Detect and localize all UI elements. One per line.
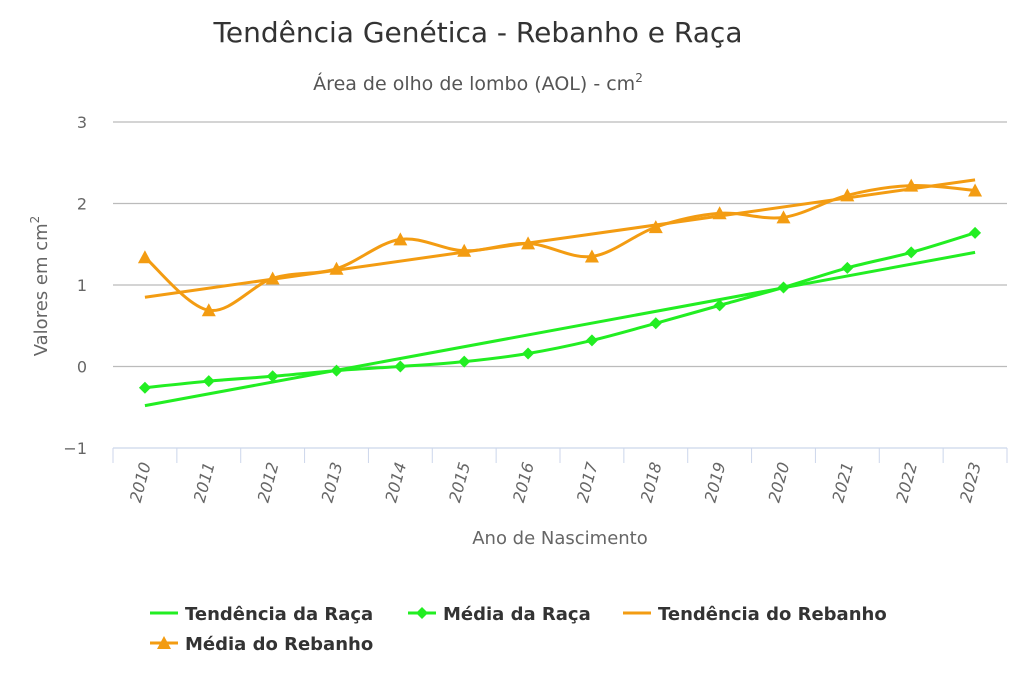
x-tick-label: 2020 bbox=[764, 460, 793, 504]
y-tick-label: 2 bbox=[77, 195, 87, 214]
series-media-da-raca bbox=[138, 226, 982, 394]
legend-item[interactable]: Tendência da Raça bbox=[150, 604, 373, 625]
legend[interactable]: Tendência da Raça Média da Raça Tendência … bbox=[150, 604, 887, 655]
data-point bbox=[776, 210, 791, 224]
chart-title: Tendência Genética - Rebanho e Raça bbox=[213, 16, 743, 49]
data-point bbox=[202, 375, 215, 388]
legend-item[interactable]: Média do Rebanho bbox=[150, 634, 373, 655]
x-axis: 2010 2011 2012 2013 2014 2015 2016 2017 2018 2019… bbox=[112, 447, 1008, 504]
y-tick-label: 3 bbox=[77, 113, 87, 132]
data-point bbox=[712, 206, 727, 220]
y-tick-label: 0 bbox=[77, 358, 87, 377]
x-tick-label: 2023 bbox=[956, 460, 985, 504]
data-point bbox=[777, 281, 790, 294]
legend-item[interactable]: Tendência do Rebanho bbox=[623, 604, 887, 625]
data-point bbox=[584, 249, 599, 263]
data-point bbox=[394, 360, 407, 373]
data-point bbox=[458, 355, 471, 368]
legend-label: Tendência do Rebanho bbox=[658, 604, 887, 625]
data-point bbox=[137, 250, 152, 264]
x-tick-label: 2014 bbox=[381, 460, 410, 504]
legend-marker-icon bbox=[416, 607, 428, 619]
data-point bbox=[266, 370, 279, 383]
series-line bbox=[144, 231, 976, 390]
series-line bbox=[143, 183, 976, 312]
data-point bbox=[649, 317, 662, 330]
legend-marker-icon bbox=[157, 636, 171, 649]
data-point bbox=[905, 246, 918, 259]
data-point bbox=[138, 381, 151, 394]
data-point bbox=[968, 183, 983, 197]
y-axis: 3 2 1 0 −1 bbox=[63, 113, 87, 458]
y-tick-label: −1 bbox=[63, 439, 87, 458]
data-point bbox=[329, 261, 344, 275]
series bbox=[137, 178, 983, 408]
legend-label: Tendência da Raça bbox=[185, 604, 373, 625]
data-point bbox=[521, 236, 536, 250]
legend-item[interactable]: Média da Raça bbox=[408, 604, 591, 625]
legend-label: Média do Rebanho bbox=[185, 634, 373, 655]
x-tick-label: 2011 bbox=[190, 460, 219, 504]
x-tick-label: 2010 bbox=[126, 460, 155, 504]
data-point bbox=[522, 347, 535, 360]
data-point bbox=[201, 303, 216, 317]
data-point bbox=[648, 220, 663, 234]
data-point bbox=[840, 188, 855, 202]
x-axis-label: Ano de Nascimento bbox=[472, 528, 648, 549]
data-point bbox=[393, 232, 408, 246]
data-point bbox=[265, 271, 280, 285]
chart-subtitle: Área de olho de lombo (AOL) - cm2 bbox=[313, 71, 643, 95]
x-tick-label: 2012 bbox=[254, 460, 283, 504]
x-tick-label: 2019 bbox=[701, 460, 730, 504]
legend-label: Média da Raça bbox=[443, 604, 591, 625]
x-tick-label: 2022 bbox=[892, 460, 921, 504]
x-tick-label: 2018 bbox=[637, 460, 666, 504]
data-point bbox=[904, 178, 919, 192]
x-tick-label: 2013 bbox=[317, 460, 346, 504]
x-tick-label: 2016 bbox=[509, 460, 538, 504]
trend-line bbox=[144, 250, 976, 408]
y-axis-label: Valores em cm2 bbox=[28, 216, 52, 357]
data-point bbox=[841, 261, 854, 274]
x-tick-label: 2015 bbox=[445, 460, 474, 504]
series-tendencia-da-raca bbox=[144, 250, 976, 408]
x-tick-label: 2017 bbox=[573, 459, 602, 504]
series-media-do-rebanho bbox=[137, 178, 983, 317]
data-point bbox=[585, 334, 598, 347]
y-tick-label: 1 bbox=[77, 276, 87, 295]
data-point bbox=[713, 299, 726, 312]
data-point bbox=[969, 226, 982, 239]
data-point bbox=[330, 364, 343, 377]
x-tick-label: 2021 bbox=[828, 460, 857, 504]
data-point bbox=[457, 243, 472, 257]
